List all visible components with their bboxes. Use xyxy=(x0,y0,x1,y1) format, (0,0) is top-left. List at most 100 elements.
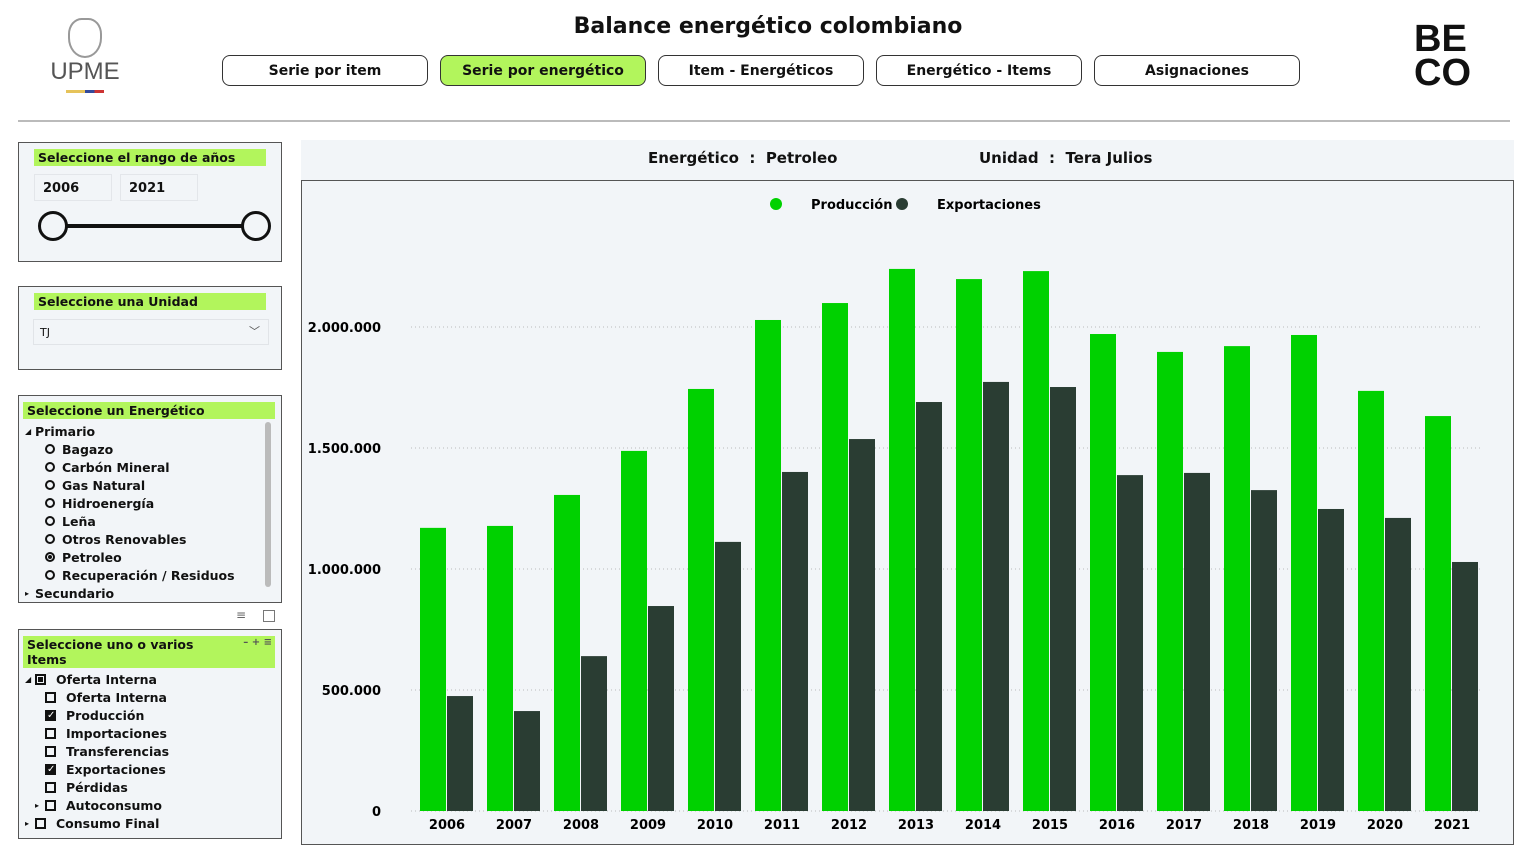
tree-group-consumo[interactable]: ▸ Consumo Final xyxy=(25,815,160,831)
bar-chart: 0 500.000 1.000.000 1.500.000 2.000.000 2006 2… xyxy=(307,197,1481,833)
bar-producción-2014 xyxy=(955,278,982,811)
legend-label: Exportaciones xyxy=(937,198,1041,213)
y-tick-label: 1.500.000 xyxy=(307,442,380,457)
legend-label: Producción xyxy=(811,198,893,213)
radio-icon xyxy=(45,480,55,490)
page-title: Balance energético colombiano xyxy=(573,14,963,39)
checkbox-icon: ✓ xyxy=(45,763,56,775)
unit-title: Seleccione una Unidad xyxy=(34,293,266,310)
energetico-title: Seleccione un Energético xyxy=(23,402,275,419)
year-range-title: Seleccione el rango de años xyxy=(34,149,266,166)
radio-icon xyxy=(45,570,55,580)
header-divider xyxy=(18,120,1510,122)
slider-handle-start[interactable] xyxy=(38,211,68,241)
bar-exportaciones-2013 xyxy=(915,401,942,811)
x-tick-label: 2012 xyxy=(830,818,866,833)
bar-producción-2006 xyxy=(419,527,446,811)
unidad-label: Unidad : Tera Julios xyxy=(979,149,1153,167)
bar-exportaciones-2014 xyxy=(982,381,1009,811)
energetico-option[interactable]: Leña xyxy=(25,512,235,530)
item-option[interactable]: Importaciones xyxy=(25,724,169,742)
year-from-input[interactable]: 2006 xyxy=(34,174,112,201)
scrollbar[interactable] xyxy=(265,422,271,587)
nav-tab-0[interactable]: Serie por item xyxy=(222,55,428,86)
bar-exportaciones-2017 xyxy=(1183,472,1210,811)
beco-logo: BE CO xyxy=(1414,18,1472,94)
nav-tab-1[interactable]: Serie por energético xyxy=(440,55,646,86)
checkbox-icon xyxy=(45,799,56,811)
bar-exportaciones-2016 xyxy=(1116,474,1143,811)
energetico-label: Energético : Petroleo xyxy=(648,149,838,167)
filter-icon[interactable]: ≡ xyxy=(236,608,247,622)
bar-producción-2009 xyxy=(620,450,647,811)
x-tick-label: 2011 xyxy=(763,818,799,833)
checkbox-icon xyxy=(45,691,56,703)
x-tick-label: 2009 xyxy=(629,818,665,833)
energetico-option[interactable]: Petroleo xyxy=(25,548,235,566)
energetico-option[interactable]: Bagazo xyxy=(25,440,235,458)
unit-value: TJ xyxy=(40,326,50,339)
bar-producción-2011 xyxy=(754,319,781,811)
bar-producción-2021 xyxy=(1424,415,1451,811)
checkbox-icon: ✓ xyxy=(45,709,56,721)
x-tick-label: 2008 xyxy=(562,818,598,833)
upme-logo: UPME xyxy=(45,18,125,103)
item-option[interactable]: ✓ Producción xyxy=(45,707,145,723)
expand-collapse-controls[interactable]: – + ≡ xyxy=(243,637,272,648)
radio-icon xyxy=(45,552,55,562)
bar-exportaciones-2011 xyxy=(781,471,808,811)
bar-producción-2010 xyxy=(687,388,714,811)
energetico-slicer: Seleccione un Energético ◢ Primario Bagazo… xyxy=(18,395,282,603)
x-tick-label: 2014 xyxy=(964,818,1000,833)
energetico-option[interactable]: Hidroenergía xyxy=(25,494,235,512)
tree-group-oferta[interactable]: ◢ Oferta Interna xyxy=(25,671,157,687)
item-option[interactable]: ✓ Exportaciones xyxy=(45,761,166,777)
bar-exportaciones-2019 xyxy=(1317,508,1344,811)
bar-producción-2015 xyxy=(1022,270,1049,811)
year-to-input[interactable]: 2021 xyxy=(120,174,198,201)
item-option[interactable]: Oferta Interna xyxy=(25,688,169,706)
radio-icon xyxy=(45,444,55,454)
items-header: Seleccione uno o varios Items – + ≡ xyxy=(23,636,275,668)
nav-tab-2[interactable]: Item - Energéticos xyxy=(658,55,864,86)
energetico-option[interactable]: Gas Natural xyxy=(25,476,235,494)
unit-dropdown[interactable]: TJ ﹀ xyxy=(33,319,269,345)
energetico-option[interactable]: Otros Renovables xyxy=(25,530,235,548)
bar-exportaciones-2015 xyxy=(1049,386,1076,811)
bar-exportaciones-2006 xyxy=(446,695,473,811)
x-tick-label: 2006 xyxy=(428,818,464,833)
energetico-option[interactable]: Recuperación / Residuos xyxy=(25,566,235,584)
x-tick-label: 2018 xyxy=(1232,818,1268,833)
item-option[interactable]: ▸ Autoconsumo xyxy=(35,797,162,813)
slider-track xyxy=(60,224,250,228)
checkbox-icon xyxy=(35,817,46,829)
unit-slicer: Seleccione una Unidad TJ ﹀ xyxy=(18,286,282,370)
checkbox-icon xyxy=(45,727,56,739)
chevron-down-icon: ﹀ xyxy=(249,325,260,338)
items-slicer: Seleccione uno o varios Items – + ≡ ◢ Ofe… xyxy=(18,629,282,839)
focus-mode-icon[interactable] xyxy=(263,610,275,622)
item-option[interactable]: Pérdidas xyxy=(25,778,169,796)
tree-group-primario[interactable]: ◢ Primario xyxy=(25,423,96,439)
y-tick-label: 2.000.000 xyxy=(307,321,380,336)
tree-group-secundario[interactable]: ▸ Secundario xyxy=(25,585,115,601)
x-tick-label: 2013 xyxy=(897,818,933,833)
x-tick-label: 2021 xyxy=(1433,818,1469,833)
checkbox-icon xyxy=(45,781,56,793)
item-option[interactable]: Transferencias xyxy=(25,742,169,760)
energetico-option[interactable]: Carbón Mineral xyxy=(25,458,235,476)
slider-handle-end[interactable] xyxy=(241,211,271,241)
checkbox-icon xyxy=(45,745,56,757)
nav-tab-3[interactable]: Energético - Items xyxy=(876,55,1082,86)
y-tick-label: 0 xyxy=(371,805,380,820)
nav-tab-4[interactable]: Asignaciones xyxy=(1094,55,1300,86)
chart-header: Energético : Petroleo Unidad : Tera Juli… xyxy=(301,140,1514,180)
x-tick-label: 2010 xyxy=(696,818,732,833)
x-tick-label: 2017 xyxy=(1165,818,1201,833)
items-title: Seleccione uno o varios Items xyxy=(27,637,194,667)
year-range-slicer: Seleccione el rango de años xyxy=(18,142,282,262)
bar-exportaciones-2012 xyxy=(848,438,875,811)
x-tick-label: 2016 xyxy=(1098,818,1134,833)
bar-producción-2013 xyxy=(888,268,915,811)
radio-icon xyxy=(45,462,55,472)
